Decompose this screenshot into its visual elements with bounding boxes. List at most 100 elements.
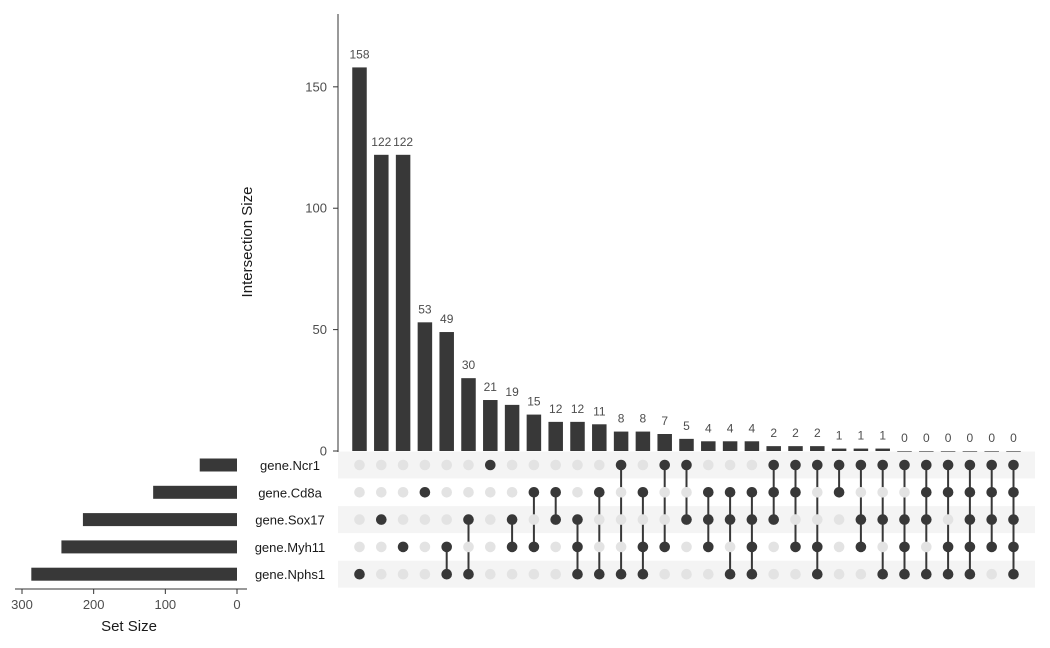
matrix-dot-active — [833, 459, 845, 471]
y-axis-title: Intersection Size — [239, 187, 256, 298]
matrix-dot-inactive — [877, 487, 888, 498]
intersection-bar — [722, 441, 738, 451]
set-size-bar — [199, 458, 237, 472]
matrix-dot-inactive — [376, 487, 387, 498]
y-tick-label: 100 — [305, 201, 327, 216]
intersection-bar — [374, 154, 389, 452]
matrix-dot-inactive — [899, 487, 910, 498]
matrix-dot-inactive — [550, 568, 561, 580]
intersection-bar — [875, 448, 890, 451]
matrix-dot-active — [594, 487, 605, 498]
matrix-dot-active — [921, 568, 932, 580]
matrix-dot-active — [615, 459, 627, 471]
matrix-dot-inactive — [376, 459, 387, 471]
matrix-dot-inactive — [986, 568, 997, 580]
matrix-dot-inactive — [419, 514, 431, 525]
intersection-bar-label: 4 — [705, 421, 712, 435]
matrix-dot-inactive — [746, 459, 758, 471]
matrix-dot-inactive — [506, 459, 518, 471]
matrix-dot-active — [463, 514, 474, 525]
y-axis-ticks: 0 50 100 150 — [305, 79, 338, 459]
matrix-dot-active — [681, 514, 692, 525]
matrix-dot-active — [877, 459, 888, 471]
intersection-bar — [461, 378, 476, 451]
matrix-dot-inactive — [833, 568, 845, 580]
matrix-dot-inactive — [877, 541, 888, 553]
intersection-bar — [897, 451, 912, 452]
matrix-dot-inactive — [724, 541, 736, 553]
matrix-dot-inactive — [397, 459, 409, 471]
intersection-bar — [962, 451, 978, 452]
intersection-bar-label: 158 — [349, 47, 369, 61]
intersection-bar-label: 122 — [371, 135, 391, 149]
matrix-dot-active — [703, 541, 714, 553]
matrix-dot-inactive — [594, 541, 605, 553]
matrix-dot-inactive — [812, 514, 823, 525]
intersection-bar-label: 1 — [858, 429, 865, 443]
intersection-bar-label: 1 — [836, 429, 843, 443]
intersection-bar-label: 0 — [967, 431, 974, 445]
matrix-dot-active — [441, 541, 453, 553]
intersection-bar-label: 49 — [440, 312, 454, 326]
intersection-bar-label: 0 — [901, 431, 908, 445]
matrix-dot-inactive — [659, 568, 670, 580]
intersection-matrix — [354, 459, 1019, 580]
set-size-bar — [82, 513, 238, 527]
matrix-dot-active — [637, 541, 649, 553]
intersection-bar — [984, 451, 999, 452]
intersection-bar — [679, 438, 694, 451]
matrix-dot-active — [899, 514, 910, 525]
intersection-bar — [504, 404, 520, 451]
y-tick-label: 150 — [305, 79, 327, 94]
matrix-dot-active — [1008, 487, 1019, 498]
matrix-dot-active — [572, 514, 583, 525]
matrix-dot-inactive — [681, 568, 692, 580]
matrix-dot-active — [1008, 568, 1019, 580]
matrix-dot-inactive — [550, 459, 561, 471]
matrix-dot-active — [572, 541, 583, 553]
intersection-bar-label: 4 — [749, 421, 756, 435]
matrix-dot-inactive — [506, 487, 518, 498]
matrix-dot-active — [899, 541, 910, 553]
set-label: gene.Nphs1 — [255, 567, 325, 582]
matrix-dot-inactive — [528, 514, 540, 525]
matrix-dot-active — [724, 514, 736, 525]
set-size-bars — [31, 458, 238, 581]
intersection-bar — [592, 424, 607, 451]
intersection-bar-label: 4 — [727, 421, 734, 435]
set-size-tick-label: 300 — [11, 597, 33, 612]
matrix-dot-inactive — [419, 568, 431, 580]
matrix-dot-inactive — [594, 459, 605, 471]
matrix-dot-inactive — [615, 541, 627, 553]
matrix-dot-active — [397, 541, 409, 553]
intersection-bar — [635, 431, 651, 451]
matrix-dot-active — [768, 459, 779, 471]
intersection-bar — [940, 451, 956, 452]
matrix-dot-inactive — [397, 568, 409, 580]
matrix-dot-active — [703, 514, 714, 525]
intersection-bar-label: 19 — [505, 385, 519, 399]
matrix-dot-inactive — [419, 541, 431, 553]
matrix-dot-active — [506, 541, 518, 553]
set-label: gene.Myh11 — [255, 540, 326, 555]
matrix-dot-inactive — [441, 459, 453, 471]
matrix-dot-active — [724, 568, 736, 580]
intersection-bar-label: 12 — [571, 402, 585, 416]
intersection-bar — [766, 446, 781, 451]
matrix-dot-inactive — [637, 459, 649, 471]
matrix-dot-inactive — [354, 541, 365, 553]
intersection-bar — [483, 400, 498, 451]
matrix-dot-inactive — [724, 459, 736, 471]
matrix-dot-active — [746, 514, 758, 525]
intersection-bar-label: 8 — [640, 412, 647, 426]
matrix-dot-inactive — [659, 487, 670, 498]
matrix-dot-active — [768, 514, 779, 525]
matrix-dot-active — [790, 541, 801, 553]
intersection-bar-label: 0 — [923, 431, 930, 445]
matrix-dot-inactive — [855, 568, 867, 580]
matrix-dot-active — [550, 514, 561, 525]
matrix-dot-inactive — [354, 514, 365, 525]
matrix-dot-active — [855, 459, 867, 471]
matrix-dot-inactive — [397, 487, 409, 498]
